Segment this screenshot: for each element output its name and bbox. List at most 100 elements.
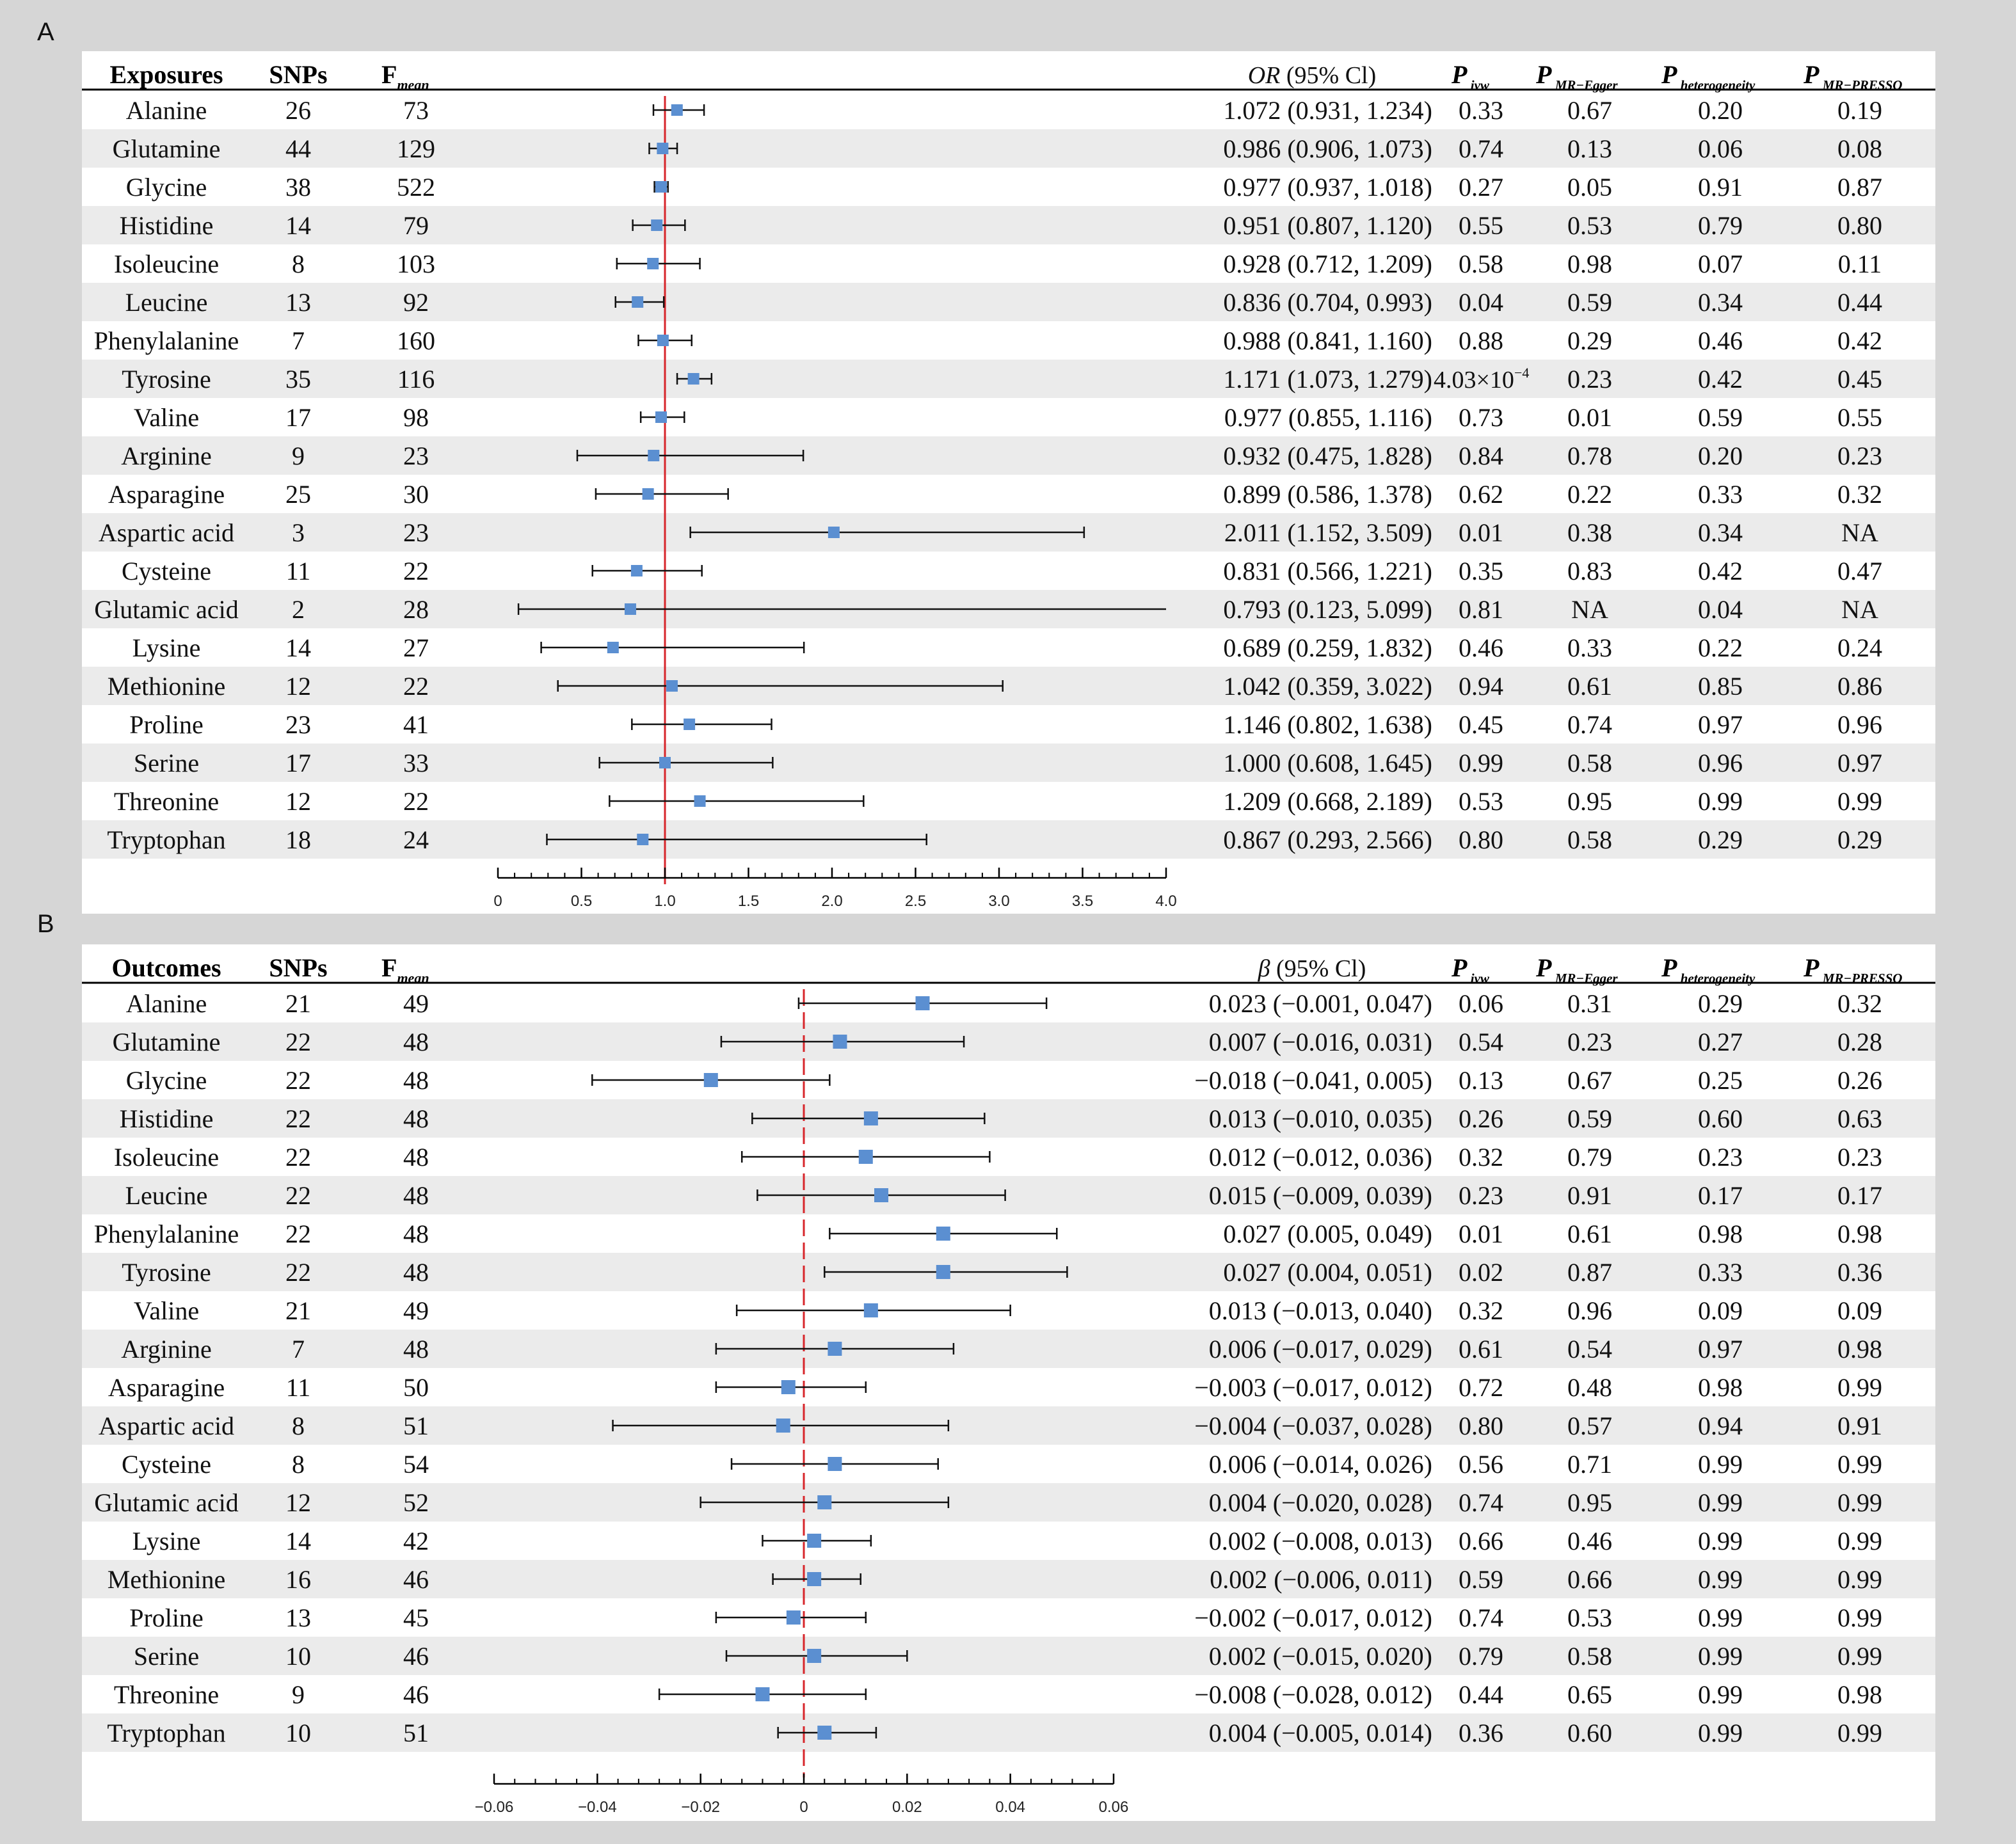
row-p-heterogeneity: 0.33 — [1698, 1258, 1743, 1287]
row-effect-ci: 0.006 (−0.017, 0.029) — [1209, 1335, 1432, 1363]
table-row-leucine: Leucine 13 92 0.836 (0.704, 0.993) 0.04 0.59 0… — [125, 288, 1882, 317]
row-p-mr-egger: 0.78 — [1567, 441, 1612, 470]
row-f-mean: 46 — [403, 1642, 429, 1671]
point-estimate — [659, 757, 671, 768]
row-p-heterogeneity: 0.96 — [1698, 749, 1743, 777]
row-p-mr-egger: 0.23 — [1567, 1028, 1612, 1056]
row-p-mr-egger: 0.61 — [1567, 1220, 1612, 1248]
x-axis-tick-label: −0.06 — [475, 1799, 514, 1816]
row-p-ivw: 0.62 — [1459, 480, 1503, 509]
row-effect-ci: 0.988 (0.841, 1.160) — [1223, 326, 1432, 355]
table-row-cysteine: Cysteine 11 22 0.831 (0.566, 1.221) 0.35 0.83… — [122, 557, 1882, 585]
row-p-heterogeneity: 0.33 — [1698, 480, 1743, 509]
row-p-ivw: 0.01 — [1459, 1220, 1503, 1248]
row-p-heterogeneity: 0.29 — [1698, 989, 1743, 1018]
row-p-heterogeneity: 0.99 — [1698, 1680, 1743, 1709]
row-effect-ci: 0.793 (0.123, 5.099) — [1223, 595, 1432, 624]
table-row-asparagine: Asparagine 11 50 −0.003 (−0.017, 0.012) 0.72… — [108, 1373, 1882, 1402]
point-estimate — [607, 642, 619, 653]
row-p-ivw: 0.58 — [1459, 250, 1503, 278]
row-p-heterogeneity: 0.27 — [1698, 1028, 1743, 1056]
row-p-mr-presso: 0.86 — [1837, 672, 1882, 701]
table-row-arginine: Arginine 7 48 0.006 (−0.017, 0.029) 0.61 0.54… — [121, 1335, 1882, 1363]
row-f-mean: 92 — [403, 288, 429, 317]
row-p-ivw: 0.26 — [1459, 1104, 1503, 1133]
row-effect-ci: 0.012 (−0.012, 0.036) — [1209, 1143, 1432, 1172]
row-name: Alanine — [126, 989, 207, 1018]
row-p-mr-presso: 0.98 — [1837, 1680, 1882, 1709]
table-row-lysine: Lysine 14 42 0.002 (−0.008, 0.013) 0.66 0.46 0… — [132, 1527, 1882, 1555]
row-p-mr-presso: 0.08 — [1837, 134, 1882, 163]
row-p-mr-presso: 0.23 — [1837, 441, 1882, 470]
row-snps: 21 — [285, 989, 311, 1018]
row-snps: 35 — [285, 365, 311, 393]
header-p-ivw: P ivw — [1451, 60, 1490, 93]
row-name: Histidine — [120, 1104, 214, 1133]
row-snps: 17 — [285, 749, 311, 777]
row-effect-ci: 1.042 (0.359, 3.022) — [1223, 672, 1432, 701]
row-name: Phenylalanine — [94, 1220, 239, 1248]
table-row-arginine: Arginine 9 23 0.932 (0.475, 1.828) 0.84 0.78 0… — [121, 441, 1882, 470]
row-p-mr-presso: 0.99 — [1837, 787, 1882, 816]
table-row-glutamic-acid: Glutamic acid 2 28 0.793 (0.123, 5.099) 0.81… — [94, 595, 1878, 624]
row-name: Serine — [134, 749, 199, 777]
row-snps: 8 — [292, 1411, 305, 1440]
row-p-mr-egger: 0.53 — [1567, 1603, 1612, 1632]
header-p-heterogeneity: P heterogeneity — [1661, 60, 1756, 93]
table-row-histidine: Histidine 14 79 0.951 (0.807, 1.120) 0.55 0.5… — [120, 211, 1882, 240]
row-effect-ci: 0.006 (−0.014, 0.026) — [1209, 1450, 1432, 1479]
point-estimate — [858, 1150, 873, 1164]
point-estimate — [647, 258, 659, 269]
row-p-ivw: 0.55 — [1459, 211, 1503, 240]
row-name: Asparagine — [108, 1373, 225, 1402]
x-axis-tick-label: 4.0 — [1155, 893, 1176, 910]
point-estimate — [915, 996, 930, 1010]
table-row-isoleucine: Isoleucine 22 48 0.012 (−0.012, 0.036) 0.32 0… — [114, 1143, 1882, 1172]
row-p-ivw: 0.06 — [1459, 989, 1503, 1018]
row-p-heterogeneity: 0.99 — [1698, 1719, 1743, 1747]
row-name: Arginine — [121, 1335, 211, 1363]
row-p-mr-egger: 0.67 — [1567, 96, 1612, 125]
row-p-heterogeneity: 0.17 — [1698, 1181, 1743, 1210]
row-stripe — [82, 436, 1935, 475]
row-p-mr-presso: 0.44 — [1837, 288, 1882, 317]
row-snps: 14 — [285, 633, 311, 662]
row-p-heterogeneity: 0.04 — [1698, 595, 1743, 624]
table-row-glycine: Glycine 22 48 −0.018 (−0.041, 0.005) 0.13 0.6… — [126, 1066, 1882, 1095]
x-axis-tick-label: 0.02 — [892, 1799, 922, 1816]
row-snps: 22 — [285, 1066, 311, 1095]
table-row-glutamic-acid: Glutamic acid 12 52 0.004 (−0.020, 0.028) 0.… — [94, 1488, 1882, 1517]
row-name: Glycine — [126, 1066, 207, 1095]
row-p-mr-presso: 0.99 — [1837, 1642, 1882, 1671]
row-p-ivw: 0.04 — [1459, 288, 1503, 317]
row-p-mr-egger: 0.79 — [1567, 1143, 1612, 1172]
row-f-mean: 48 — [403, 1181, 429, 1210]
row-p-mr-egger: 0.48 — [1567, 1373, 1612, 1402]
row-p-mr-presso: NA — [1841, 595, 1878, 624]
row-f-mean: 48 — [403, 1258, 429, 1287]
row-p-heterogeneity: 0.97 — [1698, 710, 1743, 739]
row-p-mr-presso: 0.98 — [1837, 1335, 1882, 1363]
row-p-mr-presso: 0.99 — [1837, 1565, 1882, 1594]
row-effect-ci: −0.003 (−0.017, 0.012) — [1194, 1373, 1432, 1402]
point-estimate — [817, 1726, 832, 1740]
row-p-mr-egger: 0.22 — [1567, 480, 1612, 509]
row-f-mean: 28 — [403, 595, 429, 624]
row-p-mr-presso: 0.97 — [1837, 749, 1882, 777]
row-p-heterogeneity: 0.46 — [1698, 326, 1743, 355]
row-p-mr-egger: 0.61 — [1567, 672, 1612, 701]
row-name: Aspartic acid — [99, 518, 234, 547]
row-f-mean: 48 — [403, 1335, 429, 1363]
row-stripe — [82, 1330, 1935, 1368]
point-estimate — [694, 795, 706, 807]
row-snps: 18 — [285, 825, 311, 854]
row-p-ivw: 0.66 — [1459, 1527, 1503, 1555]
row-effect-ci: 0.002 (−0.006, 0.011) — [1210, 1565, 1432, 1594]
row-p-heterogeneity: 0.34 — [1698, 518, 1743, 547]
row-effect-ci: 0.951 (0.807, 1.120) — [1223, 211, 1432, 240]
row-stripe — [82, 1560, 1935, 1598]
row-p-mr-presso: 0.99 — [1837, 1527, 1882, 1555]
row-name: Leucine — [125, 288, 208, 317]
row-p-ivw: 0.33 — [1459, 96, 1503, 125]
row-name: Leucine — [125, 1181, 208, 1210]
